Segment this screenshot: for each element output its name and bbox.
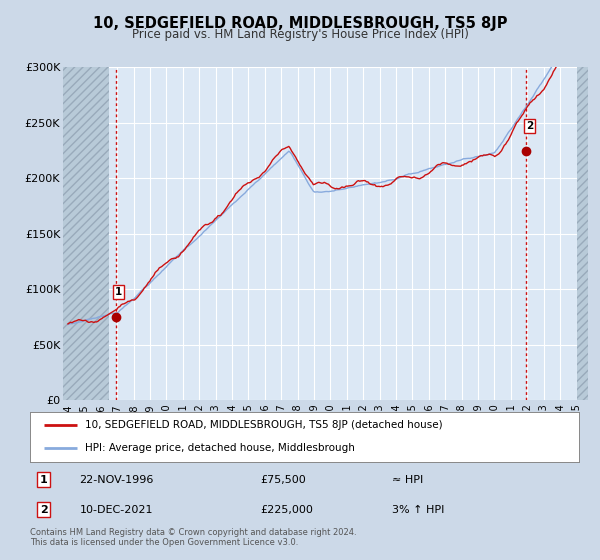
Text: 1: 1 <box>115 287 122 297</box>
Text: 22-NOV-1996: 22-NOV-1996 <box>79 475 154 485</box>
Text: Contains HM Land Registry data © Crown copyright and database right 2024.
This d: Contains HM Land Registry data © Crown c… <box>30 528 356 547</box>
Text: 10-DEC-2021: 10-DEC-2021 <box>79 505 153 515</box>
Text: 10, SEDGEFIELD ROAD, MIDDLESBROUGH, TS5 8JP: 10, SEDGEFIELD ROAD, MIDDLESBROUGH, TS5 … <box>93 16 507 31</box>
Bar <box>63 67 109 400</box>
Text: £75,500: £75,500 <box>260 475 307 485</box>
Text: £225,000: £225,000 <box>260 505 313 515</box>
Text: Price paid vs. HM Land Registry's House Price Index (HPI): Price paid vs. HM Land Registry's House … <box>131 28 469 41</box>
Bar <box>577 67 588 400</box>
Text: 2: 2 <box>526 121 533 131</box>
Text: 3% ↑ HPI: 3% ↑ HPI <box>392 505 445 515</box>
Text: HPI: Average price, detached house, Middlesbrough: HPI: Average price, detached house, Midd… <box>85 444 355 454</box>
Text: 2: 2 <box>40 505 47 515</box>
Text: 1: 1 <box>40 475 47 485</box>
Text: ≈ HPI: ≈ HPI <box>392 475 424 485</box>
Text: 10, SEDGEFIELD ROAD, MIDDLESBROUGH, TS5 8JP (detached house): 10, SEDGEFIELD ROAD, MIDDLESBROUGH, TS5 … <box>85 420 443 430</box>
